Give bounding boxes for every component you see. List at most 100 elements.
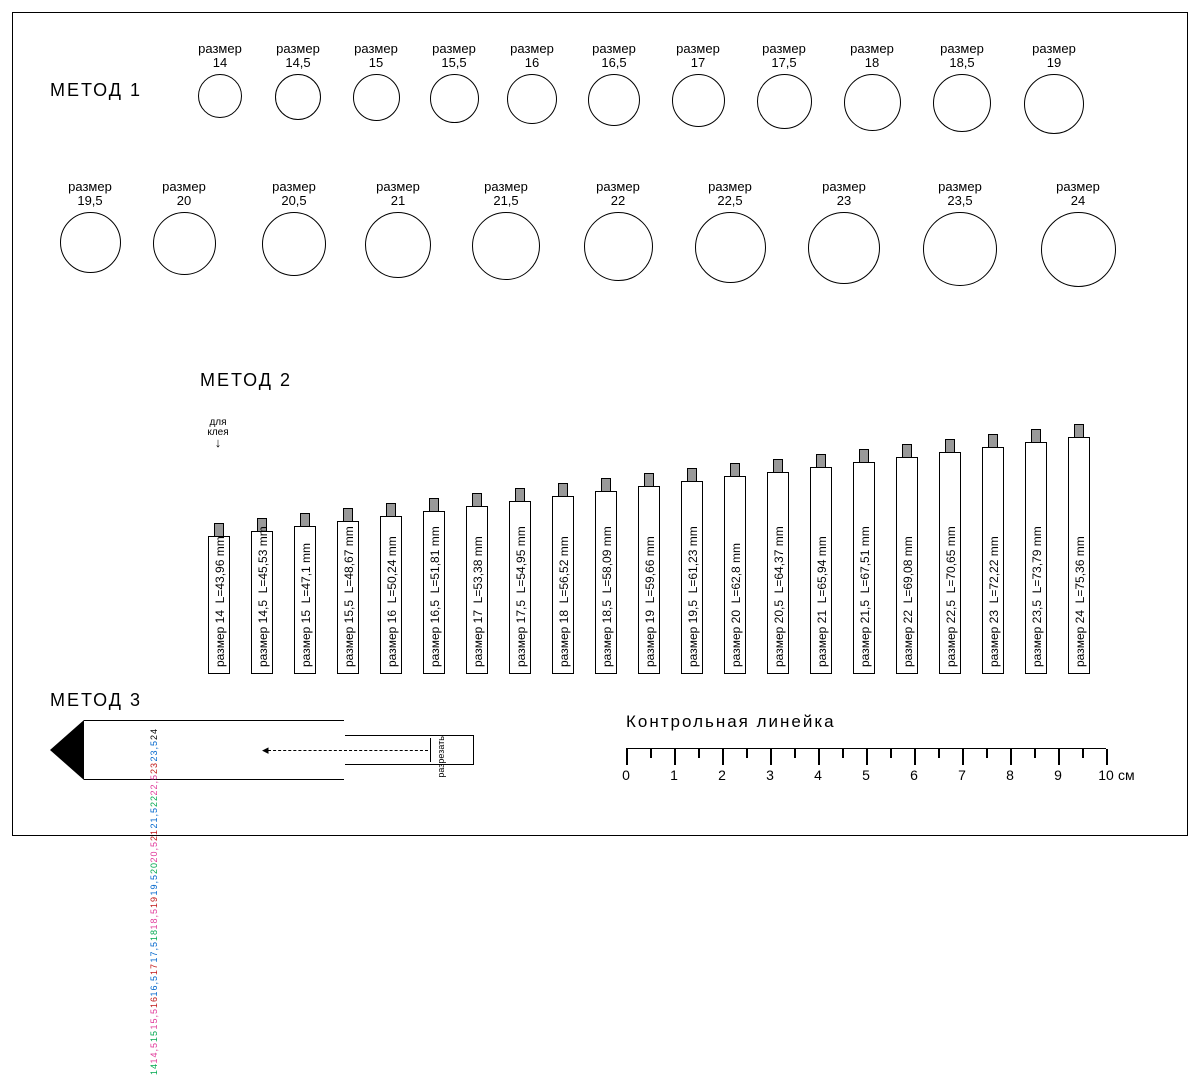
strip-label: размер 18 L=56,52 mm xyxy=(563,536,577,667)
heading-method-2: МЕТОД 2 xyxy=(200,370,292,391)
strip-size-20: размер 20 L=62,8 mm xyxy=(724,462,746,674)
strip-bar: размер 19 L=59,66 mm xyxy=(638,486,660,674)
ring-circle-icon xyxy=(757,74,812,129)
strip-bar: размер 14 L=43,96 mm xyxy=(208,536,230,674)
ring-size-label: размер19,5 xyxy=(54,180,127,208)
strip-bar: размер 21,5 L=67,51 mm xyxy=(853,462,875,674)
ruler-label: 4 xyxy=(814,767,822,783)
ring-size-15: размер15 xyxy=(340,42,412,121)
gauge-mark-22,5: 22,5 xyxy=(150,774,158,796)
strip-size-23,5: размер 23,5 L=73,79 mm xyxy=(1025,428,1047,674)
ring-size-label: размер20,5 xyxy=(256,180,332,208)
ring-size-20: размер20 xyxy=(147,180,222,275)
ring-circle-icon xyxy=(584,212,653,281)
strip-label: размер 16,5 L=51,81 mm xyxy=(434,526,448,667)
ruler-tick-minor xyxy=(986,749,988,758)
strip-size-16,5: размер 16,5 L=51,81 mm xyxy=(423,497,445,674)
ring-circle-icon xyxy=(60,212,121,273)
strip-bar: размер 17,5 L=54,95 mm xyxy=(509,501,531,674)
ruler-tick-minor xyxy=(794,749,796,758)
ruler-tick-major xyxy=(962,749,964,765)
gauge-tip-icon xyxy=(50,720,84,780)
ring-size-16,5: размер16,5 xyxy=(578,42,650,126)
strip-label: размер 22,5 L=70,65 mm xyxy=(950,526,964,667)
ring-size-23,5: размер23,5 xyxy=(917,180,1003,286)
strip-tab-icon xyxy=(730,463,740,477)
strip-tab-icon xyxy=(429,498,439,512)
ring-size-label: размер21 xyxy=(359,180,437,208)
ring-size-label: размер18 xyxy=(836,42,908,70)
ring-size-label: размер23 xyxy=(802,180,886,208)
ring-size-label: размер20 xyxy=(147,180,222,208)
ring-size-21: размер21 xyxy=(359,180,437,278)
strip-label: размер 23 L=72,22 mm xyxy=(993,536,1007,667)
ring-size-label: размер18,5 xyxy=(926,42,998,70)
ruler-label: 10 xyxy=(1098,767,1114,783)
strip-bar: размер 21 L=65,94 mm xyxy=(810,467,832,674)
strip-size-15: размер 15 L=47,1 mm xyxy=(294,512,316,674)
ring-size-22,5: размер22,5 xyxy=(689,180,772,283)
ring-circle-icon xyxy=(1041,212,1116,287)
gauge-mark-16,5: 16,5 xyxy=(150,975,158,997)
strip-size-14: размер 14 L=43,96 mm xyxy=(208,522,230,674)
strip-tab-icon xyxy=(558,483,568,497)
strip-size-18: размер 18 L=56,52 mm xyxy=(552,482,574,674)
ruler-tick-major xyxy=(1106,749,1108,765)
strip-size-19,5: размер 19,5 L=61,23 mm xyxy=(681,467,703,674)
ring-size-label: размер17 xyxy=(662,42,734,70)
gauge-mark-23: 23 xyxy=(150,762,158,774)
ruler-tick-minor xyxy=(650,749,652,758)
gauge-mark-24: 24 xyxy=(150,728,158,740)
ring-size-label: размер14 xyxy=(184,42,256,70)
ring-size-label: размер19 xyxy=(1018,42,1090,70)
strip-bar: размер 22 L=69,08 mm xyxy=(896,457,918,674)
ruler-tick-minor xyxy=(746,749,748,758)
strip-bar: размер 15 L=47,1 mm xyxy=(294,526,316,674)
ruler-label: 6 xyxy=(910,767,918,783)
ruler-tick-minor xyxy=(842,749,844,758)
ruler-label: 7 xyxy=(958,767,966,783)
ring-circle-icon xyxy=(808,212,880,284)
strip-label: размер 14,5 L=45,53 mm xyxy=(262,526,276,667)
strip-tab-icon xyxy=(988,434,998,448)
glue-note: для клея ↓ xyxy=(198,418,238,450)
ring-size-label: размер16,5 xyxy=(578,42,650,70)
ring-circle-icon xyxy=(695,212,766,283)
heading-method-3: МЕТОД 3 xyxy=(50,690,142,711)
strip-bar: размер 16 L=50,24 mm xyxy=(380,516,402,674)
gauge-mark-19,5: 19,5 xyxy=(150,874,158,896)
ruler-tick-major xyxy=(1058,749,1060,765)
ruler-tick-minor xyxy=(890,749,892,758)
strip-size-18,5: размер 18,5 L=58,09 mm xyxy=(595,477,617,674)
strip-size-21,5: размер 21,5 L=67,51 mm xyxy=(853,448,875,674)
strip-tab-icon xyxy=(601,478,611,492)
ring-circle-icon xyxy=(588,74,640,126)
gauge-mark-15: 15 xyxy=(150,1030,158,1042)
ruler-tick-major xyxy=(914,749,916,765)
gauge-mark-18,5: 18,5 xyxy=(150,908,158,930)
ruler-tick-major xyxy=(866,749,868,765)
strip-bar: размер 17 L=53,38 mm xyxy=(466,506,488,674)
ring-circle-icon xyxy=(198,74,242,118)
ring-circle-icon xyxy=(430,74,479,123)
strip-label: размер 18,5 L=58,09 mm xyxy=(606,526,620,667)
strip-size-17: размер 17 L=53,38 mm xyxy=(466,492,488,674)
gauge-mark-21: 21 xyxy=(150,829,158,841)
strip-size-19: размер 19 L=59,66 mm xyxy=(638,472,660,674)
ruler-label: 0 xyxy=(622,767,630,783)
strip-bar: размер 15,5 L=48,67 mm xyxy=(337,521,359,674)
ruler-tick-minor xyxy=(1082,749,1084,758)
ring-circle-icon xyxy=(923,212,997,286)
gauge-mark-16: 16 xyxy=(150,996,158,1008)
ring-size-label: размер23,5 xyxy=(917,180,1003,208)
gauge-mark-23,5: 23,5 xyxy=(150,740,158,762)
ring-circle-icon xyxy=(472,212,540,280)
strip-bar: размер 19,5 L=61,23 mm xyxy=(681,481,703,674)
ring-size-22: размер22 xyxy=(578,180,659,281)
ring-circle-icon xyxy=(844,74,901,131)
ruler-tick-major xyxy=(818,749,820,765)
strip-label: размер 15 L=47,1 mm xyxy=(305,543,319,667)
gauge-mark-19: 19 xyxy=(150,896,158,908)
strip-tab-icon xyxy=(1031,429,1041,443)
strip-tab-icon xyxy=(902,444,912,458)
